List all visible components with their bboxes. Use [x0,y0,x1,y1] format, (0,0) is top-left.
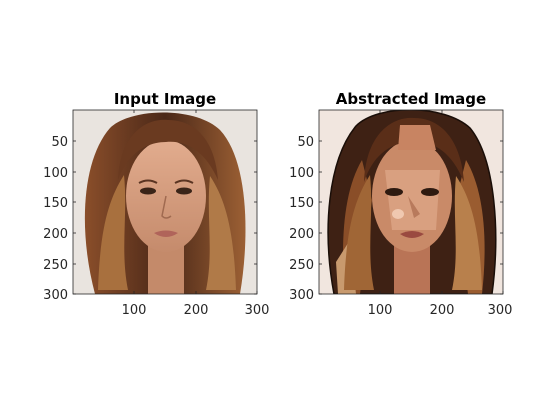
ytick-label: 200 [43,227,68,242]
panel-input-image: Input Image [43,90,269,318]
portrait-photo-icon [73,110,257,295]
ytick-label: 50 [297,135,314,150]
xtick-label: 100 [122,303,147,318]
panel-abstracted-image: Abstracted Image [289,90,512,318]
xtick-label: 200 [430,303,455,318]
xtick-label: 300 [488,303,513,318]
ytick-label: 250 [43,258,68,273]
ytick-label: 100 [43,166,68,181]
ytick-label: 200 [289,227,314,242]
ytick-label: 100 [289,166,314,181]
ytick-label: 250 [289,258,314,273]
ytick-label: 150 [43,196,68,211]
abstracted-portrait-icon [319,110,503,295]
xtick-label: 300 [245,303,270,318]
ytick-label: 300 [289,288,314,303]
xtick-label: 200 [184,303,209,318]
panel-title-input: Input Image [114,90,216,108]
ytick-label: 300 [43,288,68,303]
panel-title-abstracted: Abstracted Image [336,90,486,108]
ytick-label: 50 [51,135,68,150]
ytick-label: 150 [289,196,314,211]
xtick-label: 100 [368,303,393,318]
